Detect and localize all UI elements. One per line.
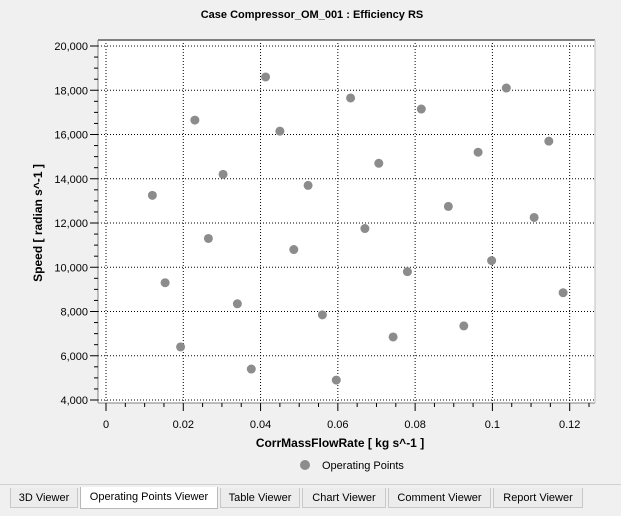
operating-point xyxy=(275,126,285,136)
scatter-chart: Case Compressor_OM_001 : Efficiency RS 0… xyxy=(31,9,596,472)
y-tick-label: 4,000 xyxy=(60,395,88,407)
x-tick-label: 0 xyxy=(103,419,109,431)
x-axis-label: CorrMassFlowRate [ kg s^-1 ] xyxy=(256,436,424,450)
x-tick-label: 0.12 xyxy=(559,419,580,431)
tab-bar: 3D Viewer Operating Points Viewer Table … xyxy=(0,484,621,516)
operating-point xyxy=(317,310,327,320)
operating-point xyxy=(529,212,539,222)
x-tick-label: 0.08 xyxy=(404,419,425,431)
plot-area xyxy=(98,40,595,403)
operating-point xyxy=(544,136,554,146)
operating-point xyxy=(232,299,242,309)
tab-comment-viewer[interactable]: Comment Viewer xyxy=(388,488,491,508)
y-tick-label: 6,000 xyxy=(60,351,88,363)
y-tick-label: 10,000 xyxy=(54,262,88,274)
chart-title: Case Compressor_OM_001 : Efficiency RS xyxy=(201,9,424,21)
legend-label: Operating Points xyxy=(322,460,404,472)
tab-label: 3D Viewer xyxy=(18,492,70,504)
y-tick-label: 16,000 xyxy=(54,130,88,142)
y-tick-label: 12,000 xyxy=(54,218,88,230)
tab-label: Chart Viewer xyxy=(312,492,376,504)
legend: Operating Points xyxy=(300,460,404,472)
operating-point xyxy=(473,147,483,157)
tab-table-viewer[interactable]: Table Viewer xyxy=(220,488,300,508)
y-tick-label: 14,000 xyxy=(54,174,88,186)
operating-point xyxy=(374,158,384,168)
operating-point xyxy=(360,224,370,234)
y-tick-label: 20,000 xyxy=(54,41,88,53)
operating-point xyxy=(443,201,453,211)
operating-point xyxy=(289,245,299,255)
operating-point xyxy=(402,267,412,277)
operating-point xyxy=(190,115,200,125)
x-tick-label: 0.02 xyxy=(173,419,194,431)
y-tick-label: 18,000 xyxy=(54,85,88,97)
operating-point xyxy=(160,278,170,288)
operating-point xyxy=(487,256,497,266)
chart-panel: Case Compressor_OM_001 : Efficiency RS 0… xyxy=(31,9,596,472)
operating-point xyxy=(416,104,426,114)
tab-label: Comment Viewer xyxy=(397,492,482,504)
operating-point xyxy=(218,169,228,179)
tab-3d-viewer[interactable]: 3D Viewer xyxy=(10,488,78,508)
tab-label: Operating Points Viewer xyxy=(89,491,209,503)
operating-point xyxy=(246,364,256,374)
operating-point xyxy=(346,93,356,103)
x-tick-label: 0.06 xyxy=(327,419,348,431)
tab-operating-points-viewer[interactable]: Operating Points Viewer xyxy=(80,487,218,509)
operating-point xyxy=(303,180,313,190)
operating-point xyxy=(147,190,157,200)
y-tick-label: 8,000 xyxy=(60,307,88,319)
tab-label: Report Viewer xyxy=(503,492,573,504)
legend-marker xyxy=(300,460,310,470)
y-axis-label: Speed [ radian s^-1 ] xyxy=(31,164,45,282)
x-tick-label: 0.1 xyxy=(485,419,500,431)
operating-point xyxy=(261,72,271,82)
operating-point xyxy=(558,288,568,298)
operating-point xyxy=(459,321,469,331)
operating-point xyxy=(388,332,398,342)
tab-chart-viewer[interactable]: Chart Viewer xyxy=(302,488,386,508)
operating-point xyxy=(501,83,511,93)
tab-report-viewer[interactable]: Report Viewer xyxy=(493,488,583,508)
tab-label: Table Viewer xyxy=(228,492,292,504)
operating-point xyxy=(203,233,213,243)
x-tick-label: 0.04 xyxy=(250,419,271,431)
operating-point xyxy=(331,375,341,385)
operating-point xyxy=(176,342,186,352)
